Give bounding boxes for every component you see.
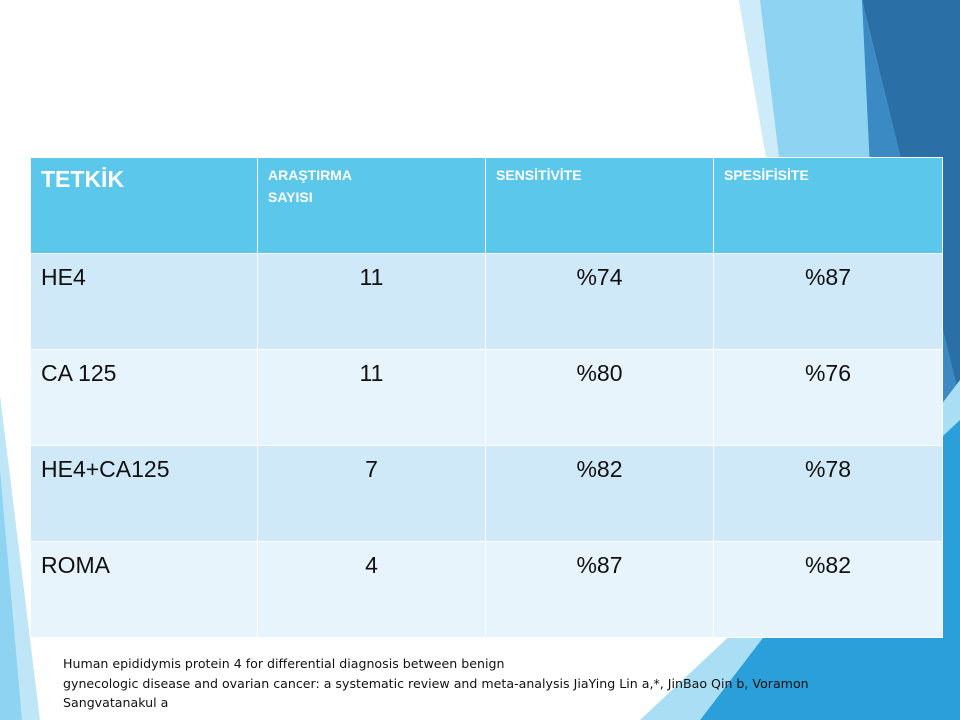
cell-study-count: 11 (257, 253, 486, 350)
cell-test-name: ROMA (30, 541, 258, 638)
cell-specificity: %87 (713, 253, 943, 350)
table-row: CA 125 11 %80 %76 (30, 349, 943, 446)
cell-specificity: %78 (713, 445, 943, 542)
citation-line-3: Sangvatanakul a (63, 695, 169, 710)
cell-study-count: 4 (257, 541, 486, 638)
header-arastirma-sayisi: ARAŞTIRMA SAYISI (257, 157, 486, 254)
cell-test-name: HE4 (30, 253, 258, 350)
cell-sensitivity: %82 (485, 445, 714, 542)
cell-sensitivity: %80 (485, 349, 714, 446)
table-header-row: TETKİK ARAŞTIRMA SAYISI SENSİTİVİTE SPES… (30, 157, 943, 254)
header-spesifisite: SPESİFİSİTE (713, 157, 943, 254)
cell-study-count: 7 (257, 445, 486, 542)
cell-test-name: HE4+CA125 (30, 445, 258, 542)
table-row: HE4+CA125 7 %82 %78 (30, 445, 943, 542)
comparison-table: TETKİK ARAŞTIRMA SAYISI SENSİTİVİTE SPES… (30, 157, 943, 638)
table-row: ROMA 4 %87 %82 (30, 541, 943, 638)
cell-test-name: CA 125 (30, 349, 258, 446)
citation-line-2: gynecologic disease and ovarian cancer: … (63, 675, 809, 691)
source-citation: Human epididymis protein 4 for different… (63, 654, 943, 713)
header-tetkik: TETKİK (30, 157, 258, 254)
deco-left-mid-triangle (0, 470, 22, 720)
cell-specificity: %76 (713, 349, 943, 446)
cell-specificity: %82 (713, 541, 943, 638)
table-row: HE4 11 %74 %87 (30, 253, 943, 350)
cell-sensitivity: %87 (485, 541, 714, 638)
cell-sensitivity: %74 (485, 253, 714, 350)
cell-study-count: 11 (257, 349, 486, 446)
citation-line-1: Human epididymis protein 4 for different… (63, 656, 505, 671)
header-sensitivite: SENSİTİVİTE (485, 157, 714, 254)
